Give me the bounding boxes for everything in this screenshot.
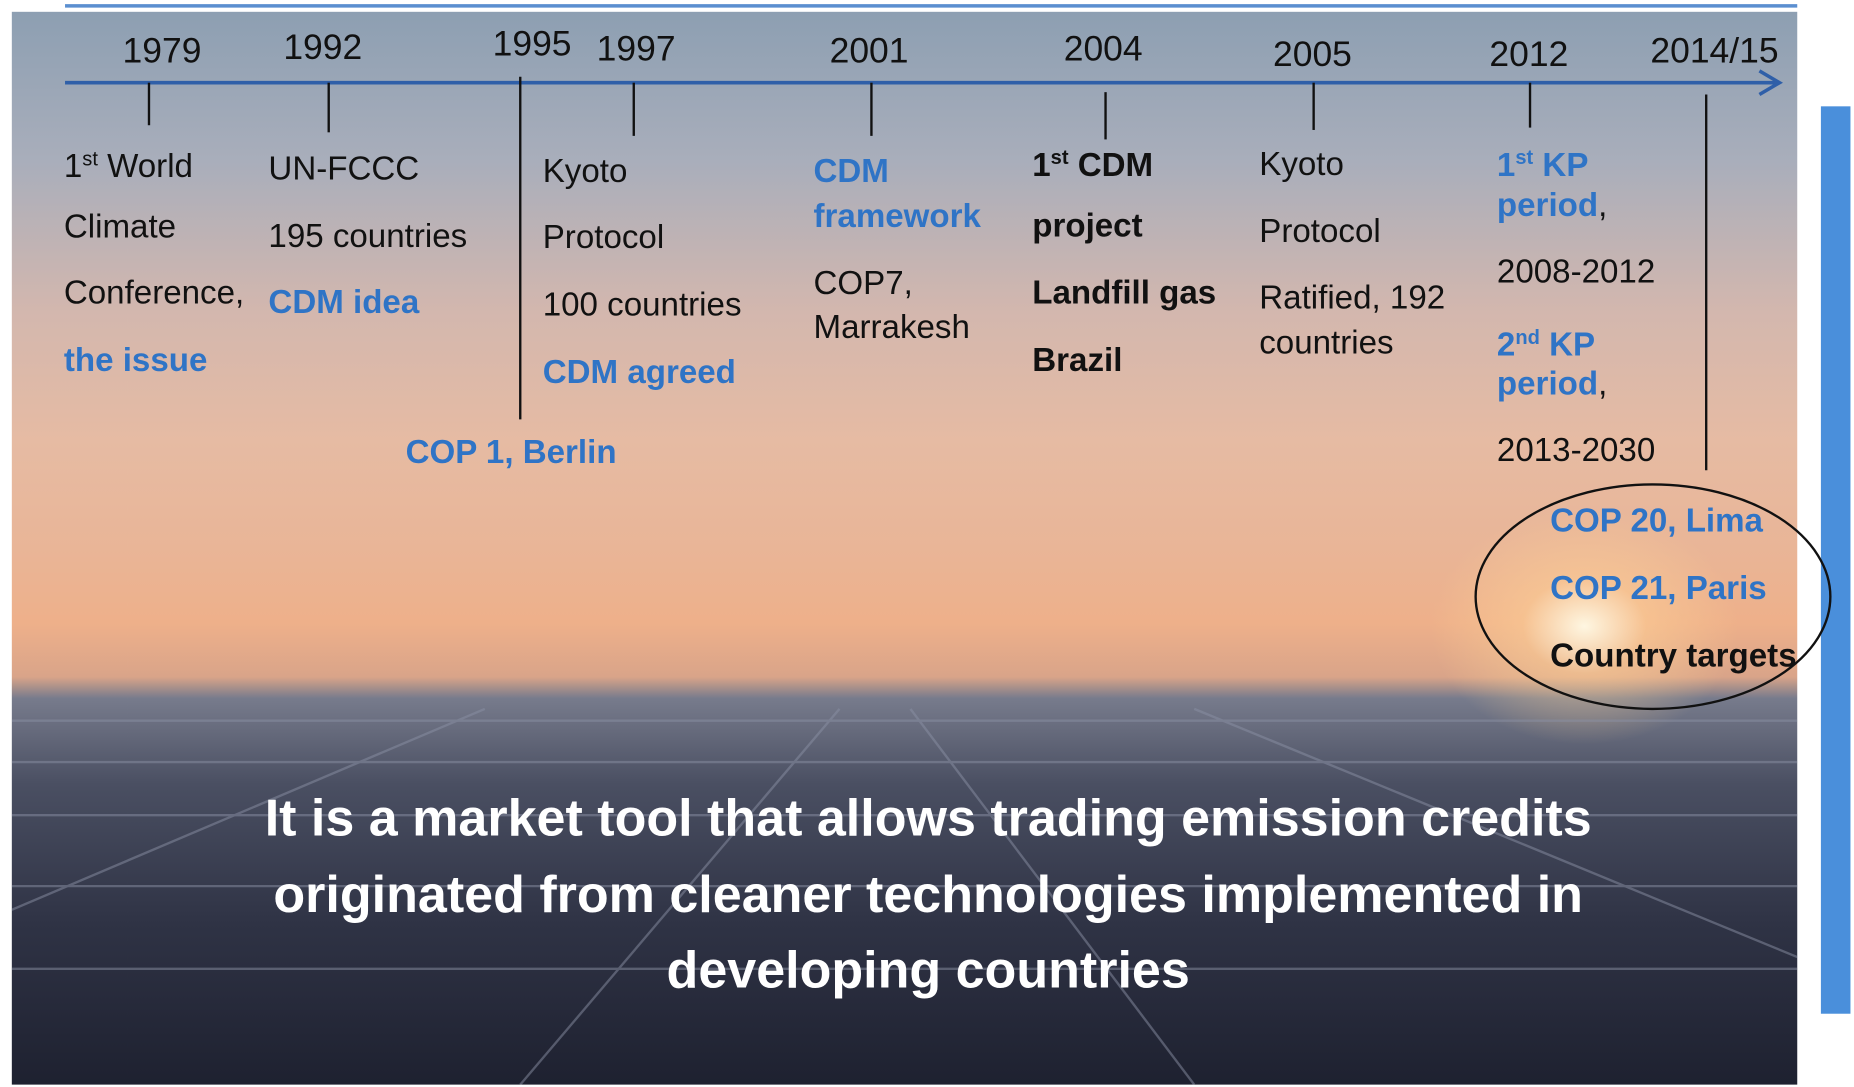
event-line: Kyoto xyxy=(1259,144,1344,184)
event-line: 2nd KP xyxy=(1497,318,1595,365)
event-text: st xyxy=(1515,147,1533,169)
event-text: st xyxy=(82,148,98,170)
event-line: 2008-2012 xyxy=(1497,252,1655,292)
event-text: COP 20, Lima xyxy=(1550,502,1763,539)
event-text: Kyoto xyxy=(1259,145,1344,182)
event-text: CDM idea xyxy=(268,284,419,321)
event-line: Country targets xyxy=(1550,636,1796,676)
event-line: Conference, xyxy=(64,273,244,313)
event-line: 2013-2030 xyxy=(1497,430,1655,470)
event-text: Ratified, 192 xyxy=(1259,279,1445,316)
event-line: Kyoto xyxy=(543,151,628,191)
event-line: 1st World xyxy=(64,139,193,186)
event-text: Brazil xyxy=(1032,341,1122,378)
event-line: COP 21, Paris xyxy=(1550,568,1767,608)
event-text: CDM xyxy=(1069,147,1154,184)
event-text: UN-FCCC xyxy=(268,150,419,187)
event-line: the issue xyxy=(64,340,208,380)
event-text: countries xyxy=(1259,324,1393,361)
event-line: Brazil xyxy=(1032,340,1122,380)
event-line: countries xyxy=(1259,323,1393,363)
event-text: Protocol xyxy=(1259,213,1380,250)
event-text: 2008-2012 xyxy=(1497,253,1655,290)
event-text: 100 countries xyxy=(543,286,742,323)
event-text: period xyxy=(1497,365,1598,402)
year-label: 1992 xyxy=(283,28,362,68)
slide: 19791st WorldClimateConference,the issue… xyxy=(0,0,1854,1087)
event-text: Landfill gas xyxy=(1032,274,1216,311)
year-label: 1997 xyxy=(597,30,676,70)
event-text: Marrakesh xyxy=(813,308,969,345)
event-text: 1 xyxy=(1032,147,1050,184)
event-text: , xyxy=(1598,187,1607,224)
event-line: framework xyxy=(813,196,980,236)
event-line: period, xyxy=(1497,364,1607,404)
year-label: 1979 xyxy=(123,32,202,72)
event-text: 2 xyxy=(1497,326,1515,363)
event-text: COP 21, Paris xyxy=(1550,569,1767,606)
event-line: 1st KP xyxy=(1497,138,1589,185)
event-text: Conference, xyxy=(64,274,244,311)
event-line: CDM xyxy=(813,151,888,191)
event-text: Country targets xyxy=(1550,637,1796,674)
event-text: COP7, xyxy=(813,265,912,302)
event-text: CDM xyxy=(813,152,888,189)
event-text: COP 1, Berlin xyxy=(406,434,617,471)
event-text: Climate xyxy=(64,208,176,245)
event-line: project xyxy=(1032,206,1142,246)
event-text: CDM agreed xyxy=(543,353,736,390)
caption-line: originated from cleaner technologies imp… xyxy=(12,862,1845,928)
event-text: 1 xyxy=(64,148,82,185)
event-line: 100 countries xyxy=(543,285,742,325)
event-text: period xyxy=(1497,187,1598,224)
event-text: 1 xyxy=(1497,147,1515,184)
event-line: Protocol xyxy=(543,217,664,257)
caption-line: developing countries xyxy=(12,938,1845,1004)
event-line: UN-FCCC xyxy=(268,149,419,189)
event-line: COP 1, Berlin xyxy=(406,432,617,472)
event-line: 1st CDM xyxy=(1032,138,1153,185)
event-text: Kyoto xyxy=(543,152,628,189)
event-text: World xyxy=(98,148,193,185)
event-line: period, xyxy=(1497,185,1607,225)
event-text: st xyxy=(1051,147,1069,169)
event-line: Marrakesh xyxy=(813,307,969,347)
year-label: 2004 xyxy=(1064,30,1143,70)
caption-line: It is a market tool that allows trading … xyxy=(12,786,1845,852)
event-line: Climate xyxy=(64,207,176,247)
event-line: CDM agreed xyxy=(543,352,736,392)
event-line: Protocol xyxy=(1259,211,1380,251)
event-text: , xyxy=(1598,365,1607,402)
event-text: nd xyxy=(1515,326,1540,348)
event-text: KP xyxy=(1533,147,1588,184)
year-label: 1995 xyxy=(493,25,572,65)
event-line: COP7, xyxy=(813,263,912,303)
event-text: framework xyxy=(813,197,980,234)
event-text: the issue xyxy=(64,341,208,378)
event-text: 195 countries xyxy=(268,217,467,254)
year-label: 2014/15 xyxy=(1650,32,1778,72)
event-text: Protocol xyxy=(543,219,664,256)
year-label: 2012 xyxy=(1489,35,1568,75)
event-line: CDM idea xyxy=(268,282,419,322)
event-line: Landfill gas xyxy=(1032,273,1216,313)
year-label: 2005 xyxy=(1273,35,1352,75)
page: 19791st WorldClimateConference,the issue… xyxy=(0,0,1854,1087)
event-text: project xyxy=(1032,207,1142,244)
event-text: KP xyxy=(1540,326,1595,363)
event-line: 195 countries xyxy=(268,216,467,256)
event-text: 2013-2030 xyxy=(1497,431,1655,468)
event-line: Ratified, 192 xyxy=(1259,278,1445,318)
year-label: 2001 xyxy=(830,32,909,72)
event-line: COP 20, Lima xyxy=(1550,501,1763,541)
